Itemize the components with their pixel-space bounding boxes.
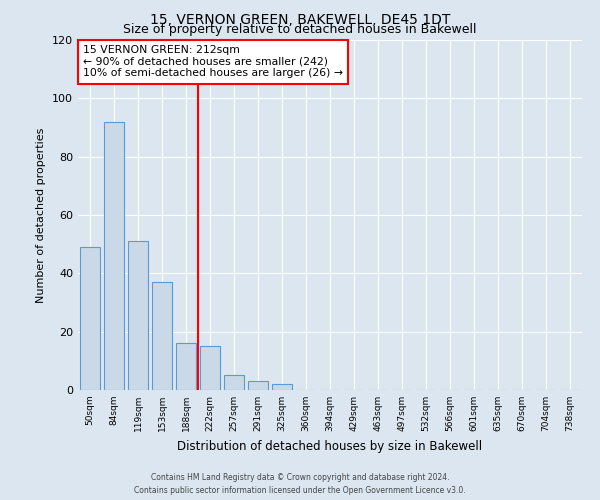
Text: 15, VERNON GREEN, BAKEWELL, DE45 1DT: 15, VERNON GREEN, BAKEWELL, DE45 1DT [150, 12, 450, 26]
Bar [200, 346, 220, 390]
Bar [248, 381, 268, 390]
Bar [128, 242, 148, 390]
Bar [224, 376, 244, 390]
Bar [104, 122, 124, 390]
X-axis label: Distribution of detached houses by size in Bakewell: Distribution of detached houses by size … [178, 440, 482, 452]
Bar [152, 282, 172, 390]
Y-axis label: Number of detached properties: Number of detached properties [37, 128, 46, 302]
Bar [176, 344, 196, 390]
Bar [272, 384, 292, 390]
Text: 15 VERNON GREEN: 212sqm
← 90% of detached houses are smaller (242)
10% of semi-d: 15 VERNON GREEN: 212sqm ← 90% of detache… [83, 46, 343, 78]
Text: Size of property relative to detached houses in Bakewell: Size of property relative to detached ho… [123, 22, 477, 36]
Text: Contains HM Land Registry data © Crown copyright and database right 2024.
Contai: Contains HM Land Registry data © Crown c… [134, 474, 466, 495]
Bar [80, 247, 100, 390]
